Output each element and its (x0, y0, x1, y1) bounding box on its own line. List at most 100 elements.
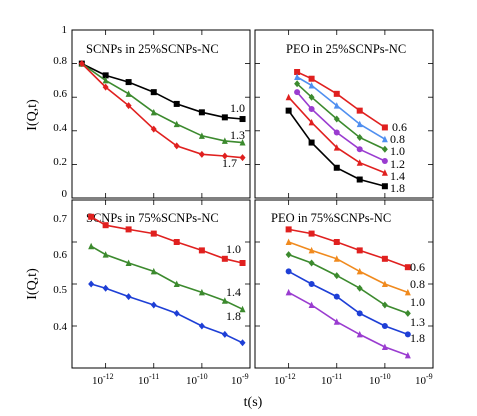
series-line (81, 63, 243, 159)
data-point (381, 301, 388, 309)
x-tick-label: 10-11 (138, 372, 159, 387)
data-point (125, 259, 132, 266)
y-axis-label-top: I(Q,t) (25, 99, 40, 131)
data-point (173, 120, 180, 128)
series-label: 1.0 (226, 242, 241, 256)
data-point (221, 330, 228, 338)
x-tick-label: 10-11 (321, 372, 342, 387)
data-point (102, 222, 109, 229)
y-tick-label: 0.5 (53, 284, 67, 296)
data-point (381, 323, 388, 329)
data-point (78, 60, 85, 68)
data-point (221, 137, 228, 144)
data-point (173, 280, 180, 287)
data-point (173, 142, 180, 150)
data-point (333, 318, 340, 325)
data-point (239, 116, 246, 123)
y-tick-label: 0.6 (53, 88, 67, 100)
y-tick-label: 0.6 (53, 249, 67, 261)
panel-frame-br (254, 199, 434, 369)
data-point (333, 144, 340, 151)
data-point (239, 154, 246, 162)
data-point (356, 146, 363, 153)
data-point (333, 293, 340, 300)
data-point (239, 305, 246, 313)
panel-frame-tl (71, 29, 251, 199)
x-tick-label: 10-10 (369, 372, 391, 387)
data-point (404, 331, 411, 338)
panel-title-tl: SCNPs in 25%SCNPs-NC (86, 42, 219, 56)
data-point (308, 93, 315, 101)
data-point (356, 120, 363, 128)
data-point (333, 115, 340, 123)
x-tick-label: 10-10 (186, 372, 208, 387)
data-point (198, 150, 205, 158)
data-point (356, 247, 363, 254)
data-point (308, 281, 315, 287)
data-point (308, 259, 315, 267)
data-point (381, 343, 388, 350)
data-point (356, 107, 363, 114)
data-point (102, 251, 109, 258)
panel-title-tr: PEO in 25%SCNPs-NC (286, 42, 406, 56)
data-point (125, 226, 132, 233)
x-tick-label: 10-9 (231, 372, 249, 387)
series-line (288, 291, 409, 357)
series-label: 1.4 (390, 169, 405, 183)
y-tick-label: 0.4 (53, 321, 67, 333)
data-point (381, 169, 388, 176)
y-tick-label: 0.8 (53, 55, 67, 67)
panel-title-br: PEO in 75%SCNPs-NC (271, 211, 391, 225)
series-line (90, 283, 243, 344)
data-point (356, 310, 363, 317)
data-point (294, 69, 301, 75)
data-point (221, 114, 228, 121)
data-point (294, 73, 301, 81)
data-point (285, 238, 292, 245)
data-point (173, 100, 180, 107)
series-label: 1.3 (230, 128, 245, 142)
series-line (90, 216, 243, 264)
data-point (150, 125, 157, 133)
series-line (288, 228, 409, 268)
data-point (381, 255, 388, 262)
data-point (294, 80, 301, 88)
data-point (150, 108, 157, 116)
data-point (102, 284, 109, 292)
data-point (381, 124, 388, 131)
series-label: 1.8 (226, 309, 241, 323)
data-point (150, 267, 157, 275)
x-tick-label: 10-9 (415, 372, 433, 387)
series-line (81, 62, 243, 120)
data-point (356, 267, 363, 275)
data-point (381, 135, 388, 143)
y-tick-label: 0 (62, 188, 68, 200)
data-point (125, 90, 132, 97)
series-label: 0.6 (392, 120, 407, 134)
data-point (173, 309, 180, 317)
panel-frame-tr (254, 29, 434, 199)
data-point (308, 139, 315, 146)
data-point (102, 83, 109, 91)
y-tick-label: 0.2 (53, 156, 67, 168)
series-label: 0.8 (390, 132, 405, 146)
data-point (356, 159, 363, 166)
series-line (288, 270, 409, 336)
data-marks (78, 60, 411, 359)
x-tick-labels-right: 10-12 10-11 10-10 10-9 (274, 372, 433, 387)
data-point (356, 284, 363, 292)
axis-ticks (72, 29, 434, 369)
data-point (102, 76, 109, 84)
data-point (125, 293, 132, 301)
y-axis-label-bottom: I(Q,t) (25, 268, 40, 300)
data-point (150, 89, 157, 96)
data-point (356, 330, 363, 338)
data-point (198, 109, 205, 116)
data-point (404, 309, 411, 317)
series-label: 1.8 (390, 181, 405, 195)
data-point (198, 322, 205, 330)
series-label: 0.8 (410, 277, 425, 291)
data-point (294, 89, 301, 96)
data-point (285, 251, 292, 259)
data-point (239, 339, 246, 347)
